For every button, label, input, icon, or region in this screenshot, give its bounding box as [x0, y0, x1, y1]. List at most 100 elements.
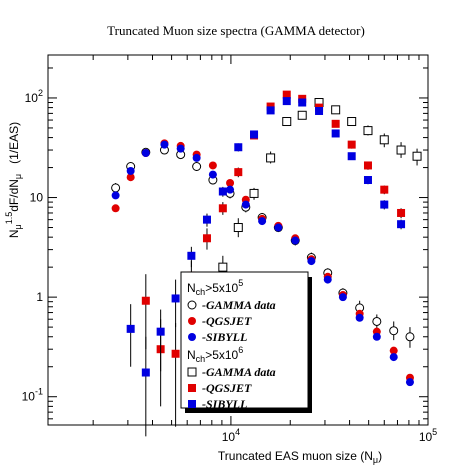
data-point	[241, 200, 250, 209]
data-point	[282, 90, 291, 99]
legend-label: -GAMMA data	[202, 365, 276, 379]
data-point	[315, 106, 324, 115]
data-point	[218, 187, 227, 196]
data-point	[291, 236, 300, 245]
series-5	[126, 97, 406, 437]
y-axis-label: Nμ1.5dF/dNμ(1/EAS)	[4, 122, 23, 238]
y-tick-label: 102	[25, 88, 43, 105]
data-point	[331, 129, 340, 138]
axis-tick-labels: 104 105 10-1 1 10 102	[22, 88, 438, 444]
data-point	[202, 234, 211, 243]
legend-group-header: Nch>5x105	[187, 278, 243, 297]
data-point	[389, 346, 398, 355]
data-point	[160, 140, 169, 149]
data-point	[380, 185, 389, 194]
legend-marker	[188, 384, 196, 392]
legend-group-header: Nch>5x106	[187, 345, 243, 364]
data-point	[171, 294, 180, 303]
data-point	[298, 98, 307, 107]
legend-marker	[188, 333, 196, 341]
data-point	[347, 152, 356, 161]
data-point	[234, 168, 243, 177]
data-point	[412, 151, 422, 161]
data-point	[307, 257, 316, 266]
data-point	[389, 353, 398, 362]
data-point	[126, 166, 135, 175]
data-point	[226, 185, 235, 194]
data-point	[331, 105, 341, 115]
data-point	[218, 262, 228, 272]
data-point	[397, 220, 406, 229]
data-point	[226, 178, 235, 187]
legend-box	[180, 271, 309, 409]
data-point	[111, 204, 120, 213]
data-point	[202, 215, 211, 224]
data-point	[372, 332, 381, 341]
data-point	[355, 313, 364, 322]
y-tick-label: 1	[36, 290, 43, 304]
legend-label: -QGSJET	[202, 381, 252, 395]
data-point	[323, 275, 332, 284]
data-point	[347, 140, 356, 149]
data-point	[379, 135, 389, 145]
data-point	[274, 223, 283, 232]
data-point	[282, 97, 291, 106]
data-point	[233, 223, 243, 233]
data-point	[234, 143, 243, 152]
data-point	[405, 378, 414, 387]
data-point	[187, 251, 196, 260]
data-point	[397, 208, 406, 217]
data-point	[208, 170, 217, 179]
data-point	[297, 110, 307, 120]
data-point	[156, 327, 165, 336]
data-point	[111, 191, 120, 200]
data-point	[250, 130, 259, 139]
y-tick-label: 10-1	[22, 387, 43, 404]
data-point	[266, 106, 275, 115]
data-point	[396, 145, 406, 155]
x-tick-label: 104	[222, 427, 240, 444]
data-point	[405, 332, 415, 342]
legend-marker	[187, 300, 197, 310]
chart-title: Truncated Muon size spectra (GAMMA detec…	[107, 23, 365, 38]
x-axis-label: Truncated EAS muon size (Nμ)	[218, 449, 382, 465]
x-tick-label: 105	[419, 427, 437, 444]
data-point	[338, 293, 347, 302]
data-point	[258, 217, 267, 226]
axis-ticks	[48, 55, 429, 425]
data-point	[126, 324, 135, 333]
data-point	[372, 316, 382, 326]
data-point	[249, 188, 259, 198]
legend-label: -QGSJET	[202, 314, 252, 328]
data-point	[282, 117, 292, 127]
data-point	[363, 126, 373, 136]
plot-frame	[47, 54, 429, 426]
legend: Nch>5x105-GAMMA data-QGSJET-SIBYLLNch>5x…	[180, 271, 312, 413]
legend-label: -SIBYLL	[202, 397, 247, 411]
data-point	[126, 173, 135, 182]
data-point	[141, 368, 150, 377]
data-point	[347, 117, 357, 127]
data-point	[363, 176, 372, 185]
data-point	[192, 161, 202, 171]
data-point	[111, 183, 121, 193]
data-point	[171, 349, 180, 358]
data-point	[389, 326, 399, 336]
data-point	[192, 153, 201, 162]
data-point	[176, 144, 185, 153]
legend-marker	[188, 400, 196, 408]
series-2	[111, 140, 414, 387]
data-point	[266, 153, 276, 163]
legend-marker	[188, 317, 196, 325]
data-point	[141, 149, 150, 158]
legend-label: -GAMMA data	[202, 298, 276, 312]
data-point	[363, 161, 372, 170]
data-point	[141, 296, 150, 305]
data-point	[218, 204, 227, 213]
data-point	[331, 119, 340, 128]
legend-label: -SIBYLL	[202, 330, 247, 344]
y-tick-label: 10	[30, 191, 44, 205]
legend-marker	[187, 367, 197, 377]
data-point	[380, 200, 389, 209]
